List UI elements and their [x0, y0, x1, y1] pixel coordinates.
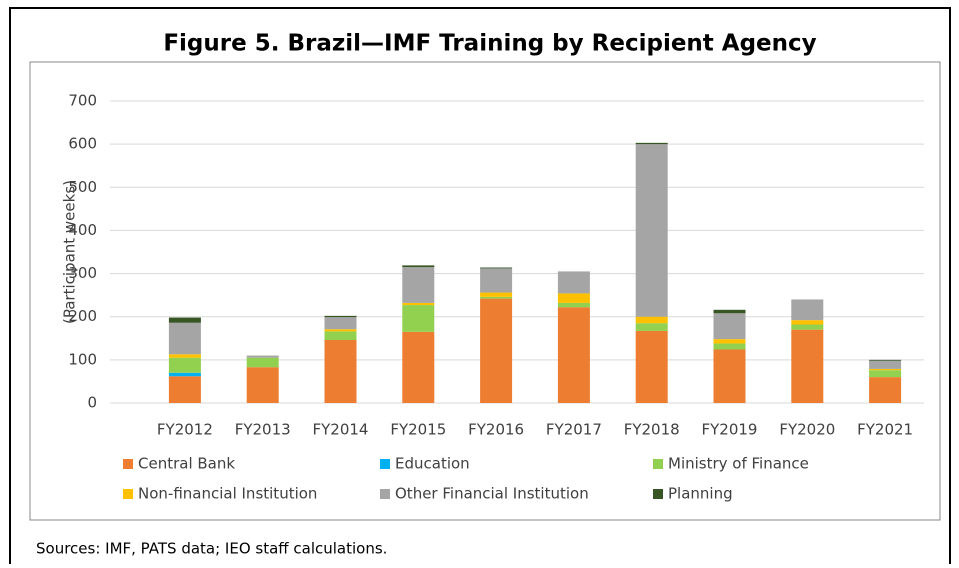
bar-segment [791, 320, 824, 325]
bar-segment [246, 355, 279, 358]
bar-segment [791, 324, 824, 330]
bar-segment [635, 144, 668, 317]
legend-label: Other Financial Institution [395, 485, 589, 503]
frame [9, 7, 951, 568]
bar-segment [791, 299, 824, 321]
y-tick-label: 500 [68, 178, 97, 196]
legend-label: Central Bank [138, 455, 235, 473]
bar-segment [480, 298, 513, 403]
y-axis-title: (Participant weeks) [61, 180, 79, 324]
legend-swatch [123, 459, 133, 469]
source: Sources: IMF, PATS data; IEO staff calcu… [36, 540, 387, 558]
bar-segment [324, 331, 357, 341]
bar-segment [324, 340, 357, 403]
x-tick-label: FY2013 [235, 421, 291, 439]
bar-segment [635, 323, 668, 331]
y-tick-label: 400 [68, 221, 97, 239]
bar-segment [635, 316, 668, 324]
bar-segment [324, 317, 357, 330]
x-tick-label: FY2019 [702, 421, 758, 439]
bar-segment [402, 302, 435, 306]
legend-label: Planning [668, 485, 733, 503]
bar-segment [168, 354, 201, 358]
bar-segment [713, 349, 746, 403]
bar-segment [402, 267, 435, 303]
x-tick-label: FY2018 [624, 421, 680, 439]
bar-segment [713, 309, 746, 314]
legend-label: Non-financial Institution [138, 485, 317, 503]
bar-segment [402, 331, 435, 403]
bar-segment [246, 357, 279, 368]
legend-label: Ministry of Finance [668, 455, 809, 473]
chart-title: Figure 5. Brazil—IMF Training by Recipie… [163, 31, 816, 57]
x-tick-label: FY2016 [468, 421, 524, 439]
y-tick-label: 200 [68, 307, 97, 325]
bar-segment [480, 268, 513, 293]
y-tick-label: 300 [68, 264, 97, 282]
chart-frame [29, 61, 941, 521]
legend-swatch [123, 489, 133, 499]
bar-segment [713, 339, 746, 344]
bar-segment [168, 317, 201, 323]
bar-segment [402, 305, 435, 332]
bar-segment [713, 313, 746, 340]
bar-segment [480, 267, 513, 269]
bar-segment [869, 359, 902, 361]
legend-swatch [653, 459, 663, 469]
bar-segment [557, 307, 590, 403]
legend-swatch [380, 459, 390, 469]
bar-segment [480, 292, 513, 297]
bar-segment [402, 265, 435, 268]
bar-segment [168, 372, 201, 377]
bar-segment [635, 330, 668, 403]
x-tick-label: FY2020 [779, 421, 835, 439]
x-tick-label: FY2014 [313, 421, 369, 439]
y-tick-label: 0 [87, 394, 97, 412]
bar-segment [557, 271, 590, 294]
x-tick-label: FY2017 [546, 421, 602, 439]
bar-segment [324, 329, 357, 332]
bar-segment [713, 343, 746, 350]
bar-segment [557, 302, 590, 308]
bar-segment [869, 377, 902, 403]
legend-swatch [380, 489, 390, 499]
bar-segment [791, 329, 824, 403]
legend-swatch [653, 489, 663, 499]
bar-segment [869, 370, 902, 378]
bar-segment [480, 296, 513, 299]
y-tick-label: 700 [68, 92, 97, 110]
bar-segment [635, 142, 668, 145]
x-tick-label: FY2015 [390, 421, 446, 439]
x-tick-label: FY2012 [157, 421, 213, 439]
bar-segment [324, 315, 357, 318]
bar-segment [246, 367, 279, 403]
bar-segment [557, 293, 590, 303]
bar-segment [869, 360, 902, 369]
bar-segment [168, 322, 201, 355]
legend-label: Education [395, 455, 470, 473]
x-tick-label: FY2021 [857, 421, 913, 439]
bar-segment [168, 357, 201, 373]
y-tick-label: 600 [68, 135, 97, 153]
bar-segment [869, 368, 902, 371]
y-tick-label: 100 [68, 350, 97, 368]
bar-segment [168, 376, 201, 403]
